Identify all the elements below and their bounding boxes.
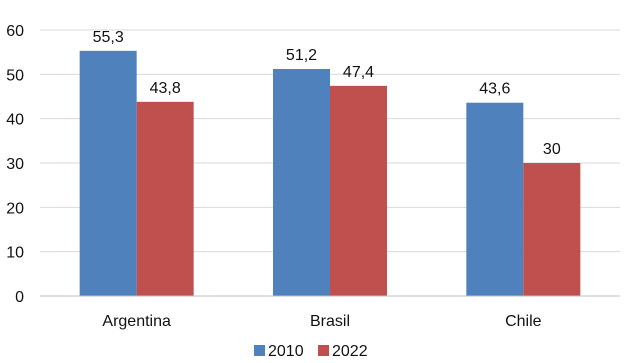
data-label-chile-2022: 30 (543, 141, 561, 158)
y-tick-label-60: 60 (6, 23, 24, 40)
y-tick-label-50: 50 (6, 67, 24, 84)
x-tick-label-chile: Chile (505, 313, 542, 330)
data-label-brasil-2022: 47,4 (343, 64, 374, 81)
data-labels: 55,3 43,8 51,2 47,4 43,6 30 (93, 29, 561, 158)
y-tick-label-30: 30 (6, 156, 24, 173)
legend-item-2010: 2010 (254, 343, 304, 360)
y-tick-label-10: 10 (6, 245, 24, 262)
bar-brasil-2010 (273, 69, 330, 296)
legend-label-2022: 2022 (332, 343, 368, 360)
legend: 2010 2022 (254, 343, 368, 360)
y-tick-label-40: 40 (6, 112, 24, 129)
data-label-brasil-2010: 51,2 (286, 47, 317, 64)
axes: 0 10 20 30 40 50 60 Argentina Brasil Chile (6, 23, 620, 330)
legend-swatch-2022 (318, 345, 329, 356)
bars (79, 50, 581, 296)
y-tick-label-0: 0 (15, 289, 24, 306)
legend-item-2022: 2022 (318, 343, 368, 360)
x-tick-label-argentina: Argentina (102, 313, 171, 330)
bar-chile-2010 (466, 102, 524, 296)
x-tick-label-brasil: Brasil (310, 313, 350, 330)
data-label-chile-2010: 43,6 (479, 81, 510, 98)
data-label-argentina-2022: 43,8 (150, 80, 181, 97)
bar-argentina-2022 (136, 101, 194, 296)
legend-label-2010: 2010 (268, 343, 304, 360)
bar-argentina-2010 (79, 50, 137, 296)
bar-brasil-2022 (330, 85, 387, 296)
bar-chile-2022 (523, 163, 581, 296)
y-tick-label-20: 20 (6, 200, 24, 217)
data-label-argentina-2010: 55,3 (93, 29, 124, 46)
legend-swatch-2010 (254, 345, 265, 356)
